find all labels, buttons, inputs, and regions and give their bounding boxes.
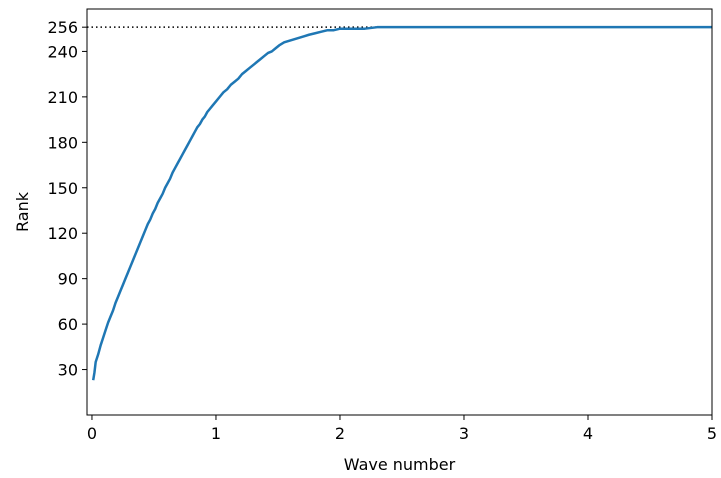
y-tick-label: 210 (47, 88, 78, 107)
x-tick-label: 2 (335, 424, 345, 443)
y-tick-label: 30 (58, 361, 78, 380)
x-tick-label: 1 (211, 424, 221, 443)
x-tick-label: 0 (87, 424, 97, 443)
y-tick-label: 60 (58, 315, 78, 334)
y-tick-label: 120 (47, 224, 78, 243)
x-tick-label: 4 (583, 424, 593, 443)
y-tick-label: 180 (47, 133, 78, 152)
x-axis-label: Wave number (344, 455, 456, 474)
y-axis-label: Rank (13, 191, 32, 232)
y-tick-label: 240 (47, 42, 78, 61)
x-tick-label: 3 (459, 424, 469, 443)
series-line-0 (91, 25, 712, 381)
y-tick-label: 256 (47, 18, 78, 37)
y-tick-label: 150 (47, 179, 78, 198)
axes: 0 1 2 3 4 5 30 60 90 120 150 180 210 240 256 (47, 8, 717, 443)
plot-frame (86, 8, 713, 416)
x-tick-label: 5 (707, 424, 717, 443)
plot-area (87, 25, 712, 381)
y-tick-label: 90 (58, 270, 78, 289)
